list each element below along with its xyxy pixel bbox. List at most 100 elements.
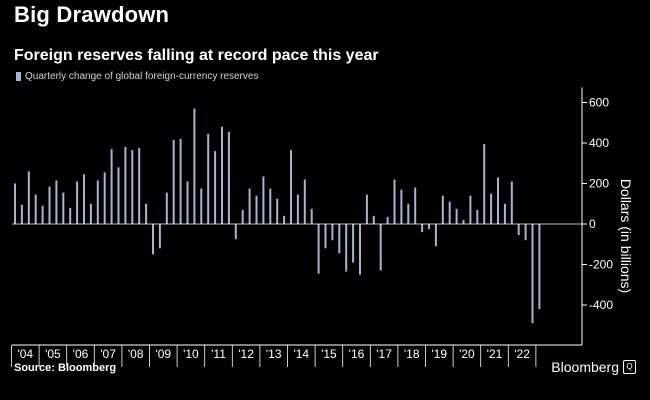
x-tick-label: '08 <box>128 347 144 361</box>
bar-q60 <box>421 224 424 233</box>
bar-q71 <box>497 177 499 224</box>
brand-logo: Bloomberg Q <box>551 359 636 375</box>
bar-q73 <box>510 181 513 224</box>
bar-q24 <box>172 139 175 224</box>
bar-q72 <box>503 203 506 224</box>
bar-q7 <box>55 180 58 224</box>
y-tick-label: -400 <box>589 298 613 312</box>
y-tick-label: 200 <box>589 177 609 191</box>
bar-q1 <box>14 183 16 224</box>
bar-q3 <box>27 171 30 224</box>
bar-q54 <box>379 224 382 271</box>
bar-q17 <box>124 147 127 224</box>
bar-q64 <box>448 201 451 224</box>
bar-q56 <box>393 179 396 224</box>
y-tick-label: -200 <box>589 258 613 272</box>
bar-q63 <box>441 195 444 224</box>
x-tick-label: '09 <box>155 347 171 361</box>
bar-q27 <box>193 108 196 224</box>
bar-q26 <box>186 181 189 224</box>
bar-q33 <box>234 224 237 240</box>
bar-q67 <box>469 195 472 224</box>
x-tick-label: '15 <box>321 347 337 361</box>
x-tick-label: '04 <box>17 347 33 361</box>
bar-q8 <box>62 192 65 224</box>
bar-q65 <box>455 208 458 224</box>
y-tick-label: 0 <box>589 217 596 231</box>
bar-q76 <box>531 224 534 324</box>
bar-q49 <box>345 224 348 272</box>
bar-q4 <box>34 194 37 224</box>
bar-q13 <box>96 180 99 224</box>
bar-q28 <box>200 188 203 224</box>
bar-q39 <box>276 198 279 224</box>
x-tick-label: '10 <box>183 347 199 361</box>
bar-q62 <box>434 224 437 247</box>
bar-q40 <box>283 215 286 224</box>
bar-q51 <box>359 224 361 275</box>
x-tick-label: '21 <box>487 347 503 361</box>
bar-q19 <box>138 148 141 224</box>
bar-q6 <box>48 186 51 224</box>
axes-group: 600 400 200 0 -200 -400 Dollars (in billions) '… <box>11 87 634 367</box>
bar-q23 <box>165 192 168 224</box>
x-tick-label: '22 <box>514 347 530 361</box>
bar-q53 <box>372 215 375 224</box>
y-tick-label: 600 <box>589 96 609 110</box>
x-tick-label: '17 <box>376 347 392 361</box>
x-tick-label: '05 <box>45 347 61 361</box>
brand-name: Bloomberg <box>551 359 619 375</box>
bar-q2 <box>20 204 23 224</box>
bar-q35 <box>248 188 251 224</box>
legend-swatch <box>16 72 21 81</box>
bar-q5 <box>41 205 44 224</box>
bar-q77 <box>538 224 541 310</box>
bar-q29 <box>207 133 210 224</box>
chart-subtitle: Foreign reserves falling at record pace … <box>14 47 379 64</box>
y-axis-title: Dollars (in billions) <box>618 179 634 293</box>
x-tick-label: '11 <box>211 347 226 361</box>
bar-q38 <box>269 188 272 224</box>
bar-q21 <box>152 224 154 255</box>
chart-title: Big Drawdown <box>14 2 170 27</box>
y-tick-label: 400 <box>589 136 609 150</box>
bar-q41 <box>290 150 292 224</box>
bar-q12 <box>89 203 92 224</box>
bar-q55 <box>386 216 389 224</box>
bar-q14 <box>103 172 106 224</box>
x-tick-label: '18 <box>404 347 420 361</box>
bar-q20 <box>145 203 148 224</box>
bar-q46 <box>324 224 327 249</box>
bar-q59 <box>414 187 417 224</box>
bar-q18 <box>131 150 134 224</box>
bar-q70 <box>490 193 493 224</box>
bar-q37 <box>262 176 265 224</box>
legend: Quarterly change of global foreign-curre… <box>16 71 258 82</box>
x-tick-label: '12 <box>238 347 254 361</box>
x-tick-label: '14 <box>293 347 309 361</box>
bar-q57 <box>400 189 403 224</box>
bloomberg-badge-icon: Q <box>623 360 636 374</box>
bars-group <box>14 108 541 324</box>
bar-q66 <box>462 219 465 224</box>
x-tick-label: '20 <box>459 347 475 361</box>
bar-q9 <box>69 207 72 224</box>
x-tick-label: '19 <box>431 347 447 361</box>
bar-q16 <box>117 167 120 224</box>
x-tick-label: '07 <box>100 347 116 361</box>
bar-q61 <box>428 224 430 230</box>
bar-q42 <box>296 194 299 224</box>
bar-q34 <box>241 209 244 224</box>
bar-q11 <box>83 174 85 224</box>
legend-label: Quarterly change of global foreign-curre… <box>25 71 259 82</box>
bar-q68 <box>476 209 479 224</box>
bar-q58 <box>407 203 410 224</box>
bar-q75 <box>524 224 527 241</box>
bar-q22 <box>158 224 161 249</box>
bar-q25 <box>179 138 182 224</box>
bar-q43 <box>303 179 306 224</box>
bar-q44 <box>310 208 313 224</box>
bar-q31 <box>221 126 223 224</box>
bar-q50 <box>352 224 355 263</box>
